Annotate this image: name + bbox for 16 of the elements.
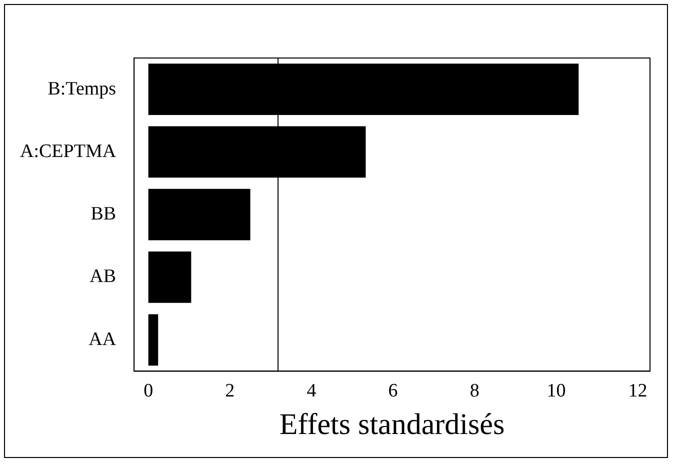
y-tick-label: BB bbox=[90, 204, 116, 225]
x-axis-title: Effets standardisés bbox=[279, 408, 505, 441]
bar bbox=[148, 188, 250, 240]
x-tick-label: 0 bbox=[144, 380, 154, 402]
y-tick-label: A:CEPTMA bbox=[20, 140, 116, 162]
x-tick-label: 6 bbox=[388, 380, 398, 402]
x-tick-label: 12 bbox=[628, 380, 648, 402]
y-tick-label: AA bbox=[88, 328, 116, 350]
bar bbox=[148, 252, 192, 303]
y-tick-label: AB bbox=[90, 266, 116, 288]
y-tick-label: B:Temps bbox=[48, 78, 116, 100]
x-tick-label: 10 bbox=[546, 380, 566, 402]
x-tick-label: 4 bbox=[306, 380, 317, 402]
x-tick-label: 8 bbox=[470, 380, 480, 402]
bar bbox=[148, 314, 158, 366]
x-tick-label: 2 bbox=[225, 380, 235, 402]
